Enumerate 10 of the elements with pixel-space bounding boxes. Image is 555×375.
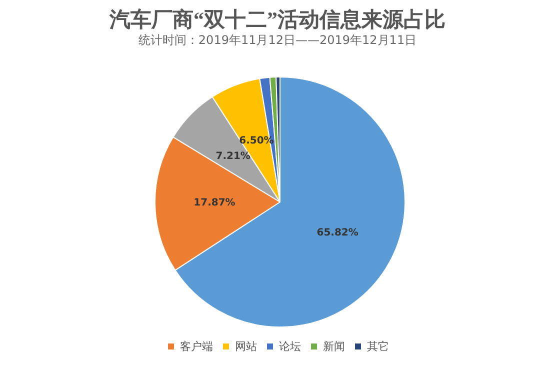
data-label: 65.82% xyxy=(316,228,358,239)
data-label: 7.21% xyxy=(216,150,250,162)
legend-label: 新闻 xyxy=(323,340,345,353)
legend-label: 网站 xyxy=(235,340,257,353)
legend-label: 客户端 xyxy=(180,340,213,353)
legend-label: 其它 xyxy=(367,340,389,353)
chart-subtitle: 统计时间：2019年11月12日——2019年12月11日 xyxy=(138,33,417,47)
legend-label: 论坛 xyxy=(279,340,301,353)
data-label: 17.87% xyxy=(194,198,236,209)
chart-title: 汽车厂商“双十二”活动信息来源占比 xyxy=(108,8,446,32)
